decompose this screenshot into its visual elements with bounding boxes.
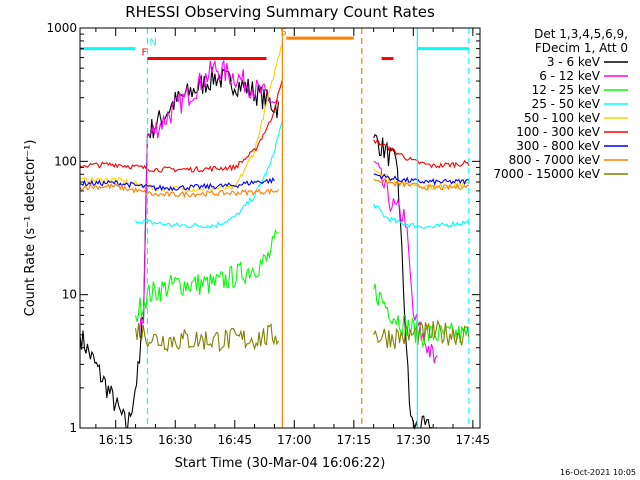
flag-label: F bbox=[142, 48, 148, 59]
series-line bbox=[373, 160, 438, 364]
series-line bbox=[79, 182, 279, 199]
series-line bbox=[135, 120, 283, 229]
legend-label: 800 - 7000 keV bbox=[509, 153, 601, 167]
x-tick-label: 17:30 bbox=[396, 433, 431, 447]
legend-label: 6 - 12 keV bbox=[539, 69, 601, 83]
legend-header-line-1: Det 1,3,4,5,6,9, bbox=[534, 27, 628, 41]
series-line bbox=[373, 203, 470, 230]
x-tick-label: 16:15 bbox=[98, 433, 133, 447]
legend-label: 3 - 6 keV bbox=[547, 55, 601, 69]
x-tick-label: 17:15 bbox=[337, 433, 372, 447]
legend-label: 50 - 100 keV bbox=[524, 111, 601, 125]
series-line bbox=[373, 319, 470, 349]
legend-label: 100 - 300 keV bbox=[516, 125, 600, 139]
legend-label: 300 - 800 keV bbox=[516, 139, 600, 153]
legend-label: 7000 - 15000 keV bbox=[493, 167, 600, 181]
series-line bbox=[373, 133, 438, 431]
series-line bbox=[373, 139, 470, 169]
x-tick-label: 17:00 bbox=[277, 433, 312, 447]
y-axis-label: Count Rate (s⁻¹ detector⁻¹) bbox=[23, 140, 38, 317]
series-line bbox=[135, 228, 279, 323]
axes: 1 10 100 1000 16:15 16:30 16:45 17:00 17:15 17:30… bbox=[46, 21, 490, 447]
legend-label: 12 - 25 keV bbox=[532, 83, 601, 97]
series-line bbox=[138, 59, 279, 335]
series-line bbox=[373, 178, 469, 191]
series-line bbox=[79, 176, 275, 192]
plot-lines bbox=[79, 43, 470, 431]
x-tick-label: 16:45 bbox=[217, 433, 252, 447]
series-line bbox=[79, 66, 279, 429]
x-tick-label: 16:30 bbox=[158, 433, 193, 447]
flag-bars: NF S bbox=[80, 27, 470, 428]
y-tick-label: 1 bbox=[69, 421, 77, 435]
y-tick-label: 1000 bbox=[46, 21, 77, 35]
plot-frame bbox=[79, 27, 481, 429]
y-tick-label: 10 bbox=[62, 288, 77, 302]
chart-title: RHESSI Observing Summary Count Rates bbox=[125, 3, 435, 21]
series-line bbox=[135, 322, 279, 353]
series-line bbox=[79, 79, 283, 173]
footer-timestamp: 16-Oct-2021 10:05 bbox=[560, 468, 636, 477]
series-line bbox=[373, 173, 470, 187]
legend-header-line-2: FDecim 1, Att 0 bbox=[535, 41, 628, 55]
flag-label: N bbox=[149, 38, 156, 49]
y-tick-label: 100 bbox=[54, 154, 77, 168]
flag-label: S bbox=[280, 27, 286, 38]
x-axis-label: Start Time (30-Mar-04 16:06:22) bbox=[175, 456, 386, 471]
x-tick-label: 17:45 bbox=[456, 433, 491, 447]
legend-label: 25 - 50 keV bbox=[532, 97, 601, 111]
